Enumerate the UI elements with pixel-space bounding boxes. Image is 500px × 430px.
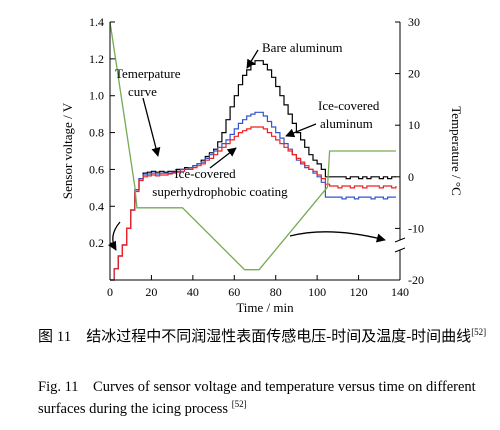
annotation-label: aluminum (320, 116, 373, 131)
annotation-label: Bare aluminum (262, 40, 343, 55)
y2-tick-label: 30 (408, 15, 420, 29)
caption-chinese-ref: [52] (471, 327, 487, 337)
x-tick-label: 0 (107, 285, 113, 299)
series-line-0 (110, 60, 396, 281)
y-tick-label: 0.8 (89, 126, 104, 140)
caption-english-text: Fig. 11 Curves of sensor voltage and tem… (38, 379, 476, 417)
annotation-arrow (209, 147, 237, 169)
y2-tick-label: -20 (408, 273, 424, 287)
y2-tick-label: -10 (408, 221, 424, 235)
annotation-label: Ice-covered (174, 166, 236, 181)
annotation-arrow (246, 49, 259, 69)
annotation-arrow (107, 221, 121, 251)
y2-tick-label: 20 (408, 67, 420, 81)
chart-plot: 0.20.40.60.81.01.21.40 20 40 60 80 100 120 140-… (60, 15, 464, 315)
x-tick-label: 60 (228, 285, 240, 299)
series-line-1 (110, 111, 396, 281)
x-tick-label: 140 (391, 285, 409, 299)
y-tick-label: 1.0 (89, 89, 104, 103)
x-tick-label: 80 (270, 285, 282, 299)
series-line-2 (110, 126, 397, 281)
x-tick-label: 40 (187, 285, 199, 299)
x-tick-label: 20 (145, 285, 157, 299)
annotation-label: Temerpature (115, 66, 181, 81)
annotation-label: curve (128, 84, 157, 99)
annotation-label: Ice-covered (318, 98, 380, 113)
x-tick-label: 120 (350, 285, 368, 299)
series-line-3 (109, 21, 396, 271)
y-tick-label: 0.6 (89, 162, 104, 176)
caption-english: Fig. 11 Curves of sensor voltage and tem… (38, 376, 488, 420)
annotation-arrow (289, 231, 386, 243)
x-axis-label: Time / min (236, 300, 294, 315)
annotation-label: superhydrophobic coating (152, 184, 288, 199)
y-tick-label: 0.4 (89, 199, 104, 213)
y-tick-label: 1.4 (89, 15, 104, 29)
annotation-arrow (285, 123, 317, 138)
x-tick-label: 100 (308, 285, 326, 299)
y-tick-label: 0.2 (89, 236, 104, 250)
caption-chinese: 图 11 结冰过程中不同润湿性表面传感电压-时间及温度-时间曲线[52] (38, 326, 488, 348)
axis-break-mark (394, 247, 406, 253)
y-axis-label: Sensor voltage / V (60, 102, 75, 199)
axis-break-mark (394, 237, 406, 243)
caption-chinese-text: 图 11 结冰过程中不同润湿性表面传感电压-时间及温度-时间曲线 (38, 329, 472, 345)
y-tick-label: 1.2 (89, 52, 104, 66)
caption-english-ref: [52] (231, 399, 247, 410)
y2-axis-label: Temperature / °C (449, 106, 464, 195)
y2-tick-label: 0 (408, 170, 414, 184)
y2-tick-label: 10 (408, 118, 420, 132)
annotation-arrow (142, 97, 161, 157)
